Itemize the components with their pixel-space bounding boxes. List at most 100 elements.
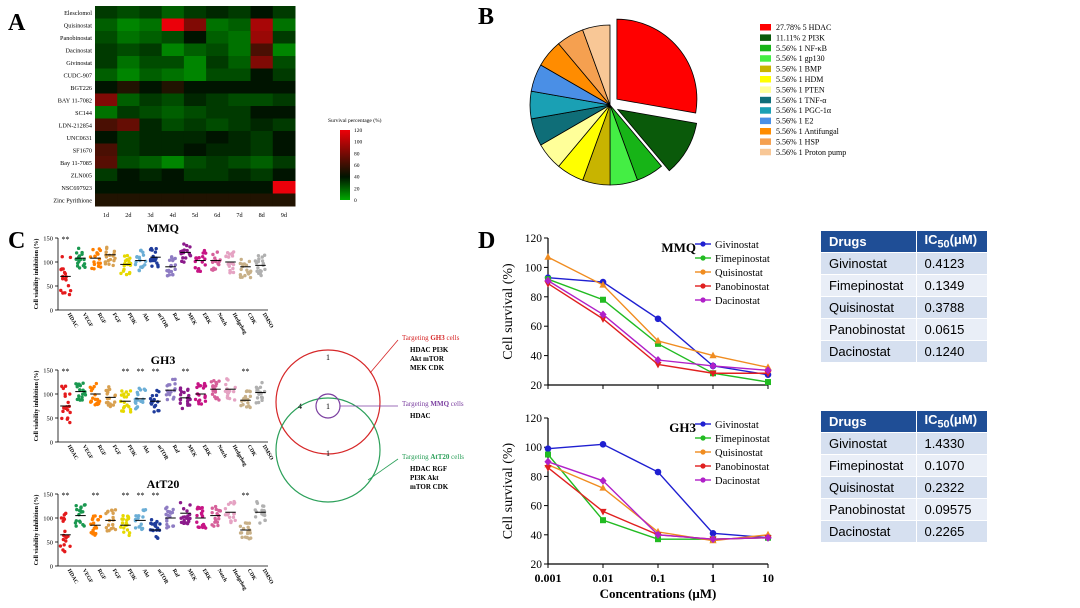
heatmap-cell: [95, 143, 118, 157]
data-point: [260, 398, 264, 403]
data-point: [180, 406, 185, 411]
y-tick-label: 0: [50, 308, 53, 315]
data-point: [133, 526, 138, 530]
significance-marker: **: [137, 491, 145, 500]
table-row: Dacinostat 0.1240: [820, 340, 989, 363]
venn-circle-gh3: [275, 349, 381, 455]
heatmap-cell: [228, 68, 252, 82]
legend-entry: Panobinostat: [715, 462, 769, 473]
data-point: [214, 507, 218, 512]
data-point: [165, 397, 170, 402]
data-point: [122, 262, 127, 266]
legend-marker: [700, 421, 706, 427]
data-point: [233, 385, 237, 390]
significance-marker: **: [137, 367, 145, 376]
data-point: [167, 273, 172, 277]
x-tick-label: Hedgehog: [231, 312, 248, 336]
heatmap-cell: [250, 106, 274, 119]
data-point: [179, 516, 183, 520]
data-point: [249, 269, 253, 273]
data-point: [88, 400, 93, 404]
heatmap-cell: [161, 156, 185, 169]
heatmap-cell: [117, 56, 140, 69]
venn-circle-att20: [275, 397, 381, 503]
data-point: [75, 385, 79, 389]
heatmap-cell: [161, 31, 185, 44]
data-point: [89, 530, 93, 535]
table-cell: 0.1349: [915, 274, 989, 297]
data-point: [262, 253, 267, 257]
data-point: [203, 251, 208, 255]
heatmap-cell: [272, 131, 296, 144]
data-point: [197, 398, 202, 402]
heatmap-cell: [183, 106, 207, 119]
data-point: [61, 267, 65, 271]
data-point: [260, 380, 264, 385]
heatmap-cell: [95, 106, 118, 119]
data-point: [172, 395, 176, 399]
data-point: [246, 270, 250, 275]
panel-label-b: B: [478, 4, 494, 30]
venn-target-list: HDAC RGF: [410, 465, 447, 473]
heatmap-col-label: 2d: [125, 212, 132, 219]
data-point: [97, 247, 101, 251]
data-point: [259, 395, 264, 399]
data-point: [126, 515, 131, 520]
legend-swatch: [760, 65, 771, 73]
data-point: [187, 393, 191, 398]
data-point: [119, 271, 123, 276]
table-cell: 0.3788: [915, 296, 989, 319]
subplot-title: MMQ: [147, 221, 179, 235]
data-point: [202, 381, 207, 386]
data-point: [230, 254, 235, 258]
data-point: [184, 256, 188, 260]
data-point: [229, 519, 233, 524]
data-point: [224, 254, 228, 258]
colorbar-label: Survival percentage (%): [328, 117, 382, 124]
data-point: [107, 262, 111, 266]
data-point: [258, 385, 263, 389]
heatmap-cell: [272, 93, 296, 107]
data-point: [544, 276, 552, 285]
table-header-drugs: Drugs: [820, 410, 917, 433]
data-point: [165, 522, 169, 527]
data-point: [173, 377, 177, 382]
data-point: [91, 396, 95, 400]
heatmap-cell: [161, 6, 185, 19]
data-point: [165, 526, 169, 530]
data-point: [165, 519, 169, 523]
subplot-title: GH3: [669, 420, 696, 435]
legend-swatch: [760, 34, 771, 41]
data-point: [119, 525, 123, 529]
venn-group-title: Targeting AtT20 cells: [402, 453, 464, 461]
data-point: [263, 513, 267, 518]
data-point: [111, 511, 115, 516]
legend-entry: 11.11% 2 PI3K: [776, 33, 825, 42]
data-point: [104, 250, 108, 254]
data-point: [171, 507, 175, 512]
x-tick-label: VEGF: [81, 444, 94, 461]
data-point: [98, 261, 102, 265]
data-point: [68, 544, 72, 548]
data-point: [121, 513, 125, 518]
data-point: [230, 251, 235, 255]
data-point: [231, 270, 236, 275]
data-point: [188, 254, 193, 258]
data-point: [127, 531, 132, 535]
data-point: [227, 396, 232, 401]
x-tick-label: VEGF: [81, 312, 94, 329]
data-point: [218, 509, 222, 513]
data-point: [201, 522, 206, 527]
subplot-title: GH3: [151, 353, 176, 367]
data-point: [166, 383, 171, 387]
legend-entry: 5.56% 1 PTEN: [776, 85, 825, 94]
table-cell: 0.0615: [915, 318, 989, 341]
data-point: [198, 384, 203, 388]
heatmap-cell: [250, 131, 274, 144]
table-cell: 0.4123: [915, 252, 989, 275]
heatmap-cell: [228, 81, 252, 94]
venn-target-list: HDAC: [410, 412, 431, 420]
heatmap-cell: [95, 168, 118, 182]
data-point: [74, 251, 79, 255]
data-point: [210, 506, 214, 510]
